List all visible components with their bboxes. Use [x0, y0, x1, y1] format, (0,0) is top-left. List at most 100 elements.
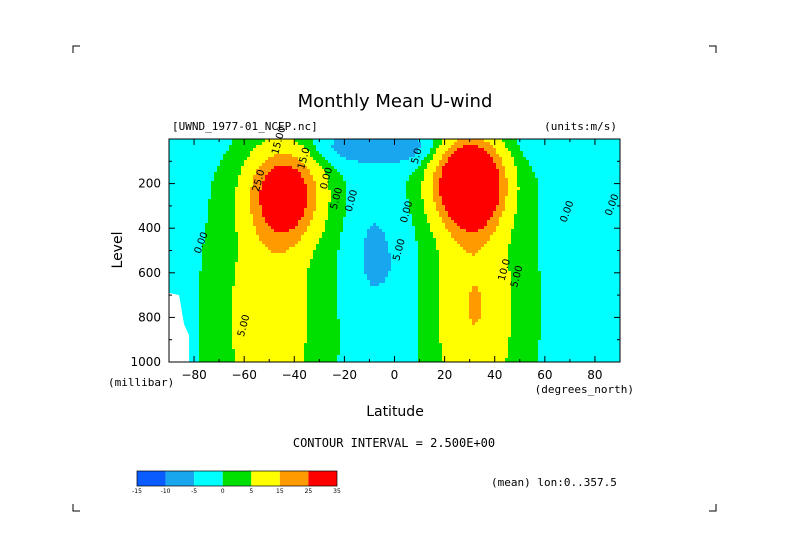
- field-cell: [286, 262, 290, 266]
- field-cell: [286, 268, 290, 272]
- field-cell: [316, 205, 320, 209]
- field-cell: [229, 148, 233, 152]
- field-cell: [223, 151, 227, 155]
- field-cell: [337, 256, 341, 260]
- field-cell: [310, 292, 314, 296]
- field-cell: [328, 223, 332, 227]
- field-cell: [211, 166, 215, 170]
- field-cell: [262, 217, 266, 221]
- field-cell: [256, 349, 260, 353]
- field-cell: [250, 187, 254, 191]
- field-cell: [232, 166, 236, 170]
- field-cell: [226, 301, 230, 305]
- field-cell: [205, 148, 209, 152]
- field-cell: [271, 223, 275, 227]
- field-cell: [202, 250, 206, 254]
- field-cell: [226, 328, 230, 332]
- field-cell: [328, 220, 332, 224]
- field-cell: [325, 292, 329, 296]
- field-cell: [181, 178, 185, 182]
- field-cell: [223, 208, 227, 212]
- field-cell: [217, 313, 221, 317]
- field-cell: [310, 157, 314, 161]
- field-cell: [235, 166, 239, 170]
- field-cell: [355, 208, 359, 212]
- field-cell: [253, 250, 257, 254]
- field-cell: [193, 217, 197, 221]
- field-cell: [343, 208, 347, 212]
- field-cell: [304, 334, 308, 338]
- field-cell: [310, 277, 314, 281]
- field-cell: [181, 310, 185, 314]
- field-cell: [271, 253, 275, 257]
- field-cell: [316, 187, 320, 191]
- field-cell: [232, 226, 236, 230]
- field-cell: [349, 277, 353, 281]
- field-cell: [250, 307, 254, 311]
- field-cell: [367, 232, 371, 236]
- field-cell: [292, 142, 296, 146]
- field-cell: [208, 319, 212, 323]
- field-cell: [343, 301, 347, 305]
- field-cell: [367, 187, 371, 191]
- field-cell: [313, 238, 317, 242]
- field-cell: [184, 166, 188, 170]
- field-cell: [361, 181, 365, 185]
- field-cell: [334, 187, 338, 191]
- field-cell: [247, 187, 251, 191]
- field-cell: [277, 139, 281, 143]
- field-cell: [364, 220, 368, 224]
- field-cell: [310, 196, 314, 200]
- field-cell: [217, 226, 221, 230]
- field-cell: [220, 352, 224, 356]
- field-cell: [322, 268, 326, 272]
- field-cell: [280, 280, 284, 284]
- field-cell: [187, 268, 191, 272]
- field-cell: [208, 202, 212, 206]
- field-cell: [352, 211, 356, 215]
- field-cell: [334, 154, 338, 158]
- field-cell: [298, 304, 302, 308]
- field-cell: [244, 265, 248, 269]
- field-cell: [343, 256, 347, 260]
- field-cell: [325, 361, 329, 362]
- field-cell: [202, 328, 206, 332]
- field-cell: [319, 163, 323, 167]
- field-cell: [199, 271, 203, 275]
- field-cell: [352, 157, 356, 161]
- field-cell: [289, 214, 293, 218]
- field-cell: [286, 226, 290, 230]
- field-cell: [244, 235, 248, 239]
- field-cell: [346, 262, 350, 266]
- field-cell: [364, 160, 368, 164]
- field-cell: [298, 193, 302, 197]
- field-cell: [259, 202, 263, 206]
- field-cell: [220, 310, 224, 314]
- field-cell: [187, 256, 191, 260]
- field-cell: [244, 190, 248, 194]
- field-cell: [196, 316, 200, 320]
- field-cell: [319, 262, 323, 266]
- field-cell: [301, 271, 305, 275]
- field-cell: [283, 238, 287, 242]
- field-cell: [196, 343, 200, 347]
- field-cell: [283, 277, 287, 281]
- field-cell: [187, 328, 191, 332]
- field-cell: [247, 265, 251, 269]
- field-cell: [232, 253, 236, 257]
- field-cell: [235, 259, 239, 263]
- field-cell: [244, 262, 248, 266]
- field-cell: [292, 289, 296, 293]
- field-cell: [190, 223, 194, 227]
- field-cell: [331, 250, 335, 254]
- field-cell: [304, 226, 308, 230]
- field-cell: [307, 190, 311, 194]
- field-cell: [208, 358, 212, 362]
- field-cell: [199, 187, 203, 191]
- field-cell: [286, 175, 290, 179]
- field-cell: [220, 151, 224, 155]
- field-cell: [259, 196, 263, 200]
- field-cell: [223, 349, 227, 353]
- field-cell: [280, 232, 284, 236]
- field-cell: [232, 328, 236, 332]
